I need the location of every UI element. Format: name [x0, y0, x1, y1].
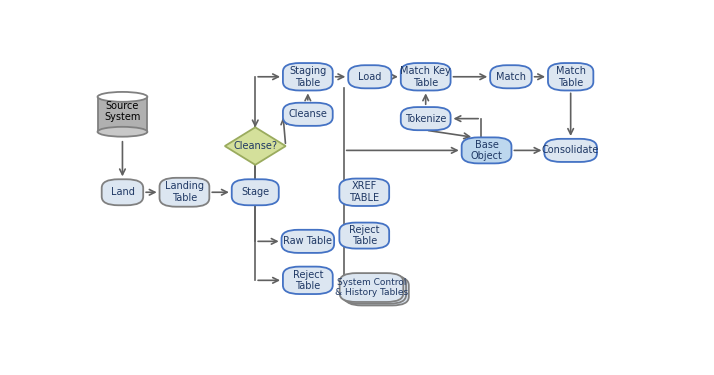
FancyBboxPatch shape [101, 179, 144, 205]
FancyBboxPatch shape [339, 178, 389, 206]
Text: Staging
Table: Staging Table [289, 66, 326, 88]
FancyBboxPatch shape [339, 223, 389, 249]
Text: Load: Load [358, 72, 381, 82]
FancyBboxPatch shape [159, 178, 209, 207]
Text: Raw Table: Raw Table [283, 236, 332, 246]
FancyBboxPatch shape [340, 273, 403, 302]
FancyBboxPatch shape [548, 63, 593, 90]
FancyBboxPatch shape [462, 137, 511, 164]
FancyBboxPatch shape [348, 65, 391, 88]
Text: XREF
TABLE: XREF TABLE [349, 182, 379, 203]
Text: Reject
Table: Reject Table [349, 225, 380, 246]
Text: Landing
Table: Landing Table [165, 182, 204, 203]
FancyBboxPatch shape [343, 275, 406, 304]
Text: Match: Match [496, 72, 526, 82]
Text: System Control
& History Tables: System Control & History Tables [335, 278, 408, 297]
Text: Land: Land [111, 187, 134, 197]
FancyBboxPatch shape [283, 103, 333, 126]
Text: Tokenize: Tokenize [405, 114, 446, 124]
Text: Consolidate: Consolidate [542, 146, 599, 155]
Text: Base
Object: Base Object [471, 140, 503, 161]
FancyBboxPatch shape [345, 277, 409, 306]
FancyBboxPatch shape [283, 267, 333, 294]
Text: Cleanse?: Cleanse? [233, 141, 277, 151]
FancyBboxPatch shape [490, 65, 532, 88]
FancyBboxPatch shape [401, 63, 451, 90]
Text: Match Key
Table: Match Key Table [401, 66, 451, 88]
Ellipse shape [98, 92, 147, 102]
Polygon shape [225, 127, 286, 165]
FancyBboxPatch shape [283, 63, 333, 90]
Text: Source
System: Source System [104, 100, 141, 122]
Text: Stage: Stage [241, 187, 269, 197]
FancyBboxPatch shape [232, 179, 278, 205]
Ellipse shape [98, 127, 147, 136]
FancyBboxPatch shape [281, 230, 334, 253]
Text: Cleanse: Cleanse [288, 109, 327, 119]
FancyBboxPatch shape [401, 107, 451, 130]
Text: Reject
Table: Reject Table [293, 270, 323, 291]
Text: Match
Table: Match Table [555, 66, 585, 88]
Bar [98, 97, 147, 132]
FancyBboxPatch shape [544, 139, 597, 162]
